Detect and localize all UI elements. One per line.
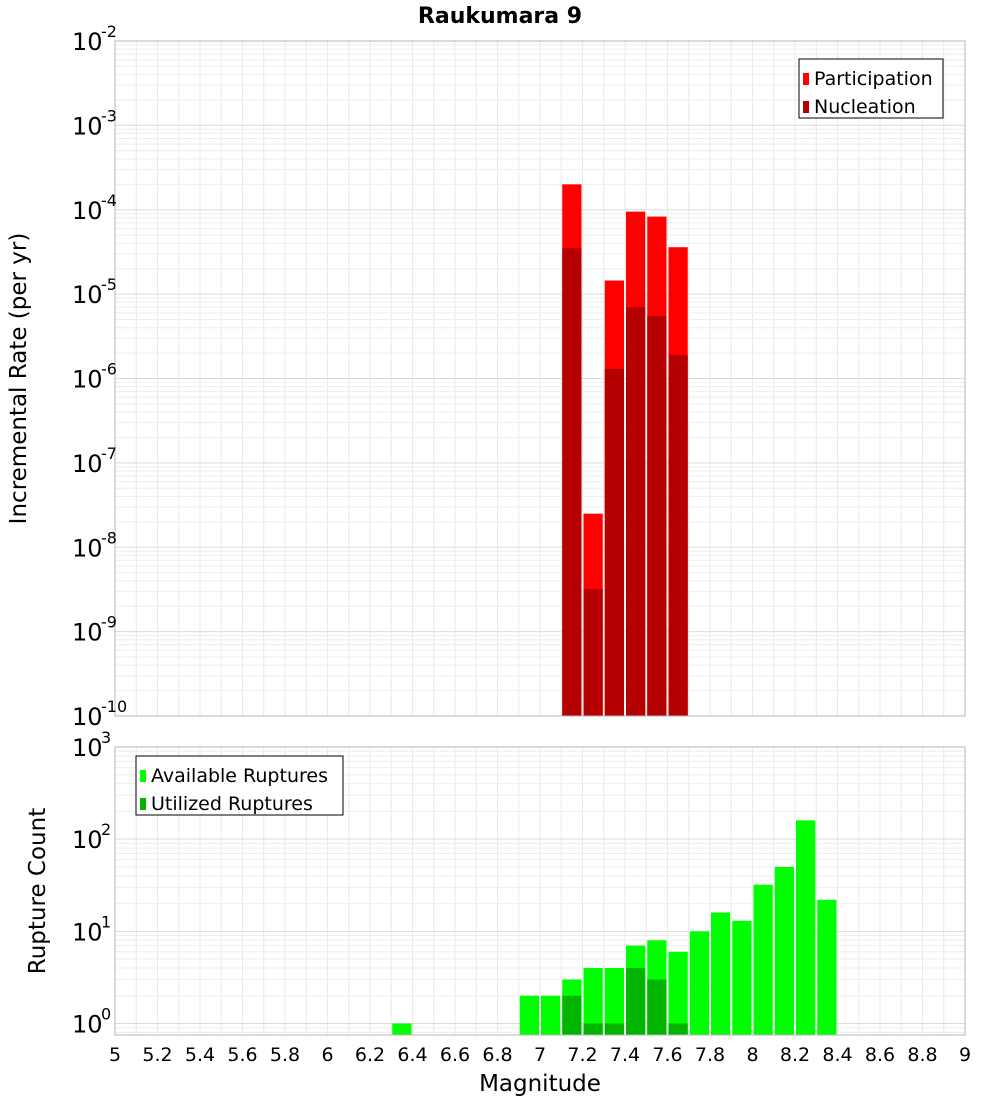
y-tick-base: 10 [72, 197, 103, 225]
legend-label: Available Ruptures [151, 765, 328, 787]
count-bar-b [583, 1023, 603, 1035]
x-tick-label: 6 [321, 1044, 333, 1066]
y-tick-exponent: 1 [101, 912, 111, 931]
bottom-panel-bars [392, 820, 837, 1035]
top-legend: Participation Nucleation [798, 58, 944, 119]
x-tick-label: 5.8 [270, 1044, 300, 1066]
x-tick-label: 8.2 [780, 1044, 810, 1066]
legend-swatch [803, 101, 809, 113]
bottom-legend: Available Ruptures Utilized Ruptures [135, 755, 344, 816]
count-bar-b [626, 967, 646, 1035]
legend-label: Nucleation [814, 96, 916, 118]
x-tick-label: 7.4 [610, 1044, 640, 1066]
x-tick-label: 7.8 [695, 1044, 725, 1066]
bottom-y-axis-label: Rupture Count [25, 808, 51, 974]
legend-swatch [140, 770, 146, 782]
x-tick-label: 5 [109, 1044, 121, 1066]
count-bar-b [604, 1023, 624, 1035]
y-tick-base: 10 [72, 619, 103, 647]
chart-title: Raukumara 9 [418, 4, 582, 29]
y-tick-exponent: 3 [101, 728, 111, 747]
rate-bar-b [562, 248, 582, 717]
count-bar-a [796, 820, 816, 1035]
y-tick-exponent: -5 [101, 275, 117, 294]
x-tick-label: 8 [746, 1044, 758, 1066]
y-tick-base: 10 [72, 28, 103, 56]
y-tick-exponent: -6 [101, 360, 117, 379]
count-bar-a [583, 967, 603, 1035]
x-tick-label: 8.4 [822, 1044, 852, 1066]
x-tick-label: 6.8 [482, 1044, 512, 1066]
legend-swatch [803, 73, 809, 85]
x-tick-labels: 5 5.2 5.4 5.6 5.8 6 6.2 6.4 6.6 6.8 7 7.2 7.4 7.6 7.8 8… [109, 1044, 971, 1066]
y-tick-exponent: -7 [101, 444, 117, 463]
count-bar-a [519, 995, 539, 1035]
x-tick-label: 6.4 [397, 1044, 427, 1066]
y-tick-base: 10 [72, 366, 103, 394]
rate-bar-b [583, 589, 603, 716]
count-bar-a [541, 995, 561, 1035]
x-tick-label: 7.2 [567, 1044, 597, 1066]
y-tick-exponent: -10 [101, 697, 127, 716]
y-tick-exponent: -3 [101, 106, 117, 125]
x-tick-label: 7 [534, 1044, 546, 1066]
x-tick-label: 8.6 [865, 1044, 895, 1066]
count-bar-b [562, 995, 582, 1035]
x-tick-label: 6.6 [440, 1044, 470, 1066]
y-tick-exponent: -9 [101, 613, 117, 632]
rate-bar-b [604, 368, 624, 716]
count-bar-a [604, 967, 624, 1035]
count-bar-b [647, 979, 667, 1035]
y-tick-base: 10 [72, 534, 103, 562]
top-panel-grid [114, 40, 966, 717]
legend-box [135, 755, 344, 816]
top-y-axis-label: Incremental Rate (per yr) [6, 233, 32, 525]
y-tick-base: 10 [72, 1010, 103, 1038]
y-tick-base: 10 [72, 918, 103, 946]
x-axis-label: Magnitude [479, 1071, 601, 1097]
y-tick-base: 10 [72, 281, 103, 309]
y-tick-base: 10 [72, 826, 103, 854]
y-tick-base: 10 [72, 703, 103, 731]
bottom-plot-frame [114, 746, 966, 1036]
legend-box [798, 58, 944, 119]
y-tick-exponent: -8 [101, 528, 117, 547]
count-bar-a [774, 866, 794, 1035]
x-tick-label: 8.8 [907, 1044, 937, 1066]
x-tick-label: 6.2 [355, 1044, 385, 1066]
y-tick-exponent: -2 [101, 22, 117, 41]
count-bar-a [711, 912, 731, 1035]
count-bar-a [817, 899, 837, 1035]
count-bar-a [668, 951, 688, 1035]
count-bar-b [668, 1023, 688, 1035]
x-tick-label: 5.6 [227, 1044, 257, 1066]
y-tick-base: 10 [72, 112, 103, 140]
rate-bar-b [626, 307, 646, 716]
x-tick-label: 7.6 [652, 1044, 682, 1066]
count-bar-a [753, 884, 773, 1035]
y-tick-exponent: 2 [101, 820, 111, 839]
top-plot-frame [114, 40, 966, 717]
x-tick-label: 9 [959, 1044, 971, 1066]
count-bar-a [689, 931, 709, 1035]
count-bar-a [392, 1023, 412, 1035]
legend-label: Participation [814, 68, 933, 90]
top-panel-bars [562, 184, 688, 717]
x-tick-label: 5.2 [142, 1044, 172, 1066]
rate-bar-b [647, 316, 667, 716]
y-tick-exponent: 0 [101, 1004, 111, 1023]
x-tick-label: 5.4 [185, 1044, 215, 1066]
y-tick-base: 10 [72, 450, 103, 478]
legend-label: Utilized Ruptures [151, 793, 313, 815]
count-bar-a [732, 920, 752, 1035]
legend-swatch [140, 798, 146, 810]
y-tick-exponent: -4 [101, 191, 117, 210]
rate-bar-b [668, 354, 688, 716]
y-tick-base: 10 [72, 734, 103, 762]
